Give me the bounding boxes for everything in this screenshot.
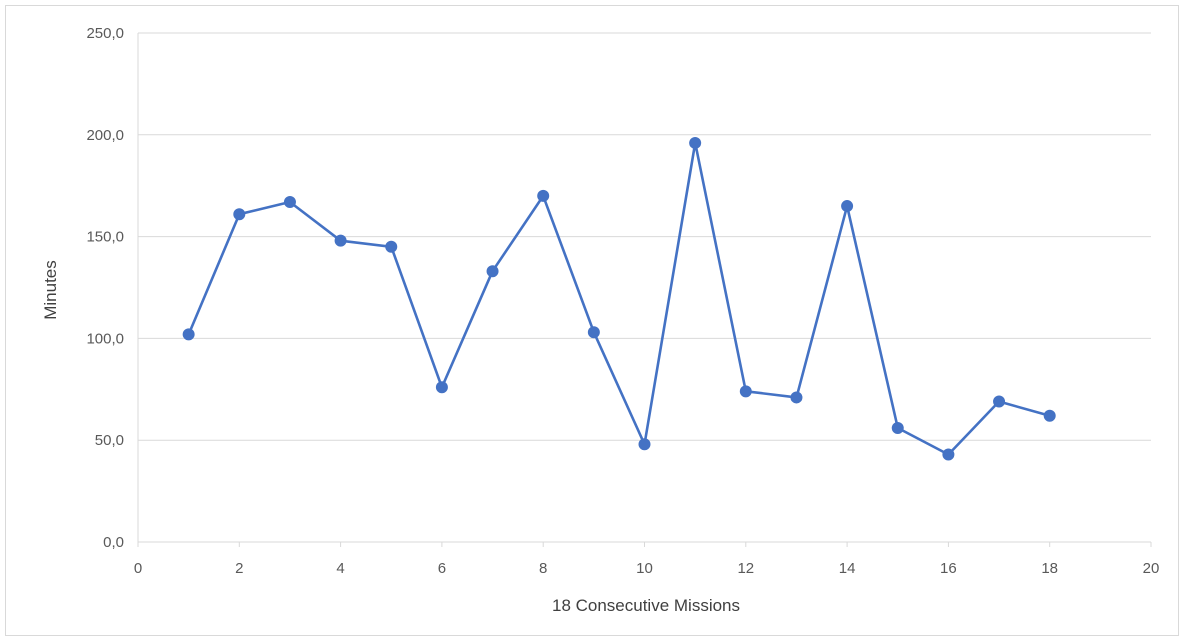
x-tick-label: 0 bbox=[134, 560, 142, 577]
x-tick-label: 2 bbox=[235, 560, 243, 577]
x-tick-label: 8 bbox=[539, 560, 547, 577]
data-point bbox=[283, 195, 296, 208]
data-point bbox=[689, 136, 702, 149]
data-point bbox=[233, 208, 246, 221]
data-point bbox=[790, 391, 803, 404]
data-point bbox=[841, 200, 854, 213]
y-tick-label: 150,0 bbox=[86, 229, 124, 246]
y-tick-label: 250,0 bbox=[86, 25, 124, 42]
data-point bbox=[537, 189, 550, 202]
data-point bbox=[182, 328, 195, 341]
x-tick-label: 16 bbox=[940, 560, 957, 577]
data-point bbox=[385, 240, 398, 253]
x-tick-label: 12 bbox=[737, 560, 754, 577]
y-tick-label: 100,0 bbox=[86, 330, 124, 347]
data-point bbox=[1043, 409, 1056, 422]
data-point bbox=[435, 381, 448, 394]
chart-area-border bbox=[5, 5, 1179, 636]
axes bbox=[137, 33, 1152, 547]
series-line bbox=[187, 141, 1051, 456]
data-series bbox=[182, 136, 1056, 461]
y-tick-label: 0,0 bbox=[103, 534, 124, 551]
x-tick-label: 20 bbox=[1143, 560, 1160, 577]
x-tick-label: 18 bbox=[1041, 560, 1058, 577]
y-tick-label: 50,0 bbox=[95, 432, 124, 449]
y-axis-title: Minutes bbox=[41, 260, 60, 320]
x-axis-title: 18 Consecutive Missions bbox=[552, 596, 740, 615]
x-tick-label: 6 bbox=[438, 560, 446, 577]
data-point bbox=[486, 265, 499, 278]
x-tick-label: 10 bbox=[636, 560, 653, 577]
x-tick-label: 14 bbox=[839, 560, 856, 577]
gridlines bbox=[138, 32, 1151, 441]
data-point bbox=[638, 438, 651, 451]
y-tick-label: 200,0 bbox=[86, 127, 124, 144]
data-point bbox=[993, 395, 1006, 408]
data-point bbox=[587, 326, 600, 339]
tick-labels: 0,0 50,0 100,0 150,0 200,0 250,0 0 2 4 6 8 10 12 14 16… bbox=[86, 25, 1159, 577]
data-point bbox=[334, 234, 347, 247]
x-tick-label: 4 bbox=[336, 560, 344, 577]
data-point bbox=[942, 448, 955, 461]
data-point bbox=[891, 421, 904, 434]
data-point bbox=[739, 385, 752, 398]
